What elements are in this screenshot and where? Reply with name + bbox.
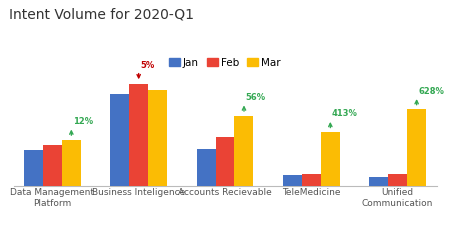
Bar bbox=[283, 175, 302, 186]
Legend: Jan, Feb, Mar: Jan, Feb, Mar bbox=[169, 58, 281, 68]
Bar bbox=[197, 149, 216, 186]
Bar bbox=[216, 137, 234, 186]
Text: 628%: 628% bbox=[418, 87, 444, 95]
Text: 5%: 5% bbox=[140, 61, 155, 70]
Bar bbox=[388, 174, 407, 186]
Bar bbox=[24, 150, 43, 186]
Bar bbox=[407, 109, 426, 186]
Bar bbox=[234, 116, 253, 186]
Text: Intent Volume for 2020-Q1: Intent Volume for 2020-Q1 bbox=[9, 7, 194, 21]
Bar bbox=[302, 174, 321, 186]
Bar bbox=[110, 94, 129, 186]
Text: 56%: 56% bbox=[246, 93, 266, 102]
Text: 12%: 12% bbox=[73, 117, 93, 126]
Bar bbox=[148, 90, 167, 186]
Text: 413%: 413% bbox=[332, 109, 358, 118]
Bar bbox=[321, 132, 340, 186]
Bar bbox=[129, 84, 148, 186]
Bar bbox=[62, 140, 81, 186]
Bar bbox=[43, 145, 62, 186]
Bar bbox=[369, 177, 388, 186]
